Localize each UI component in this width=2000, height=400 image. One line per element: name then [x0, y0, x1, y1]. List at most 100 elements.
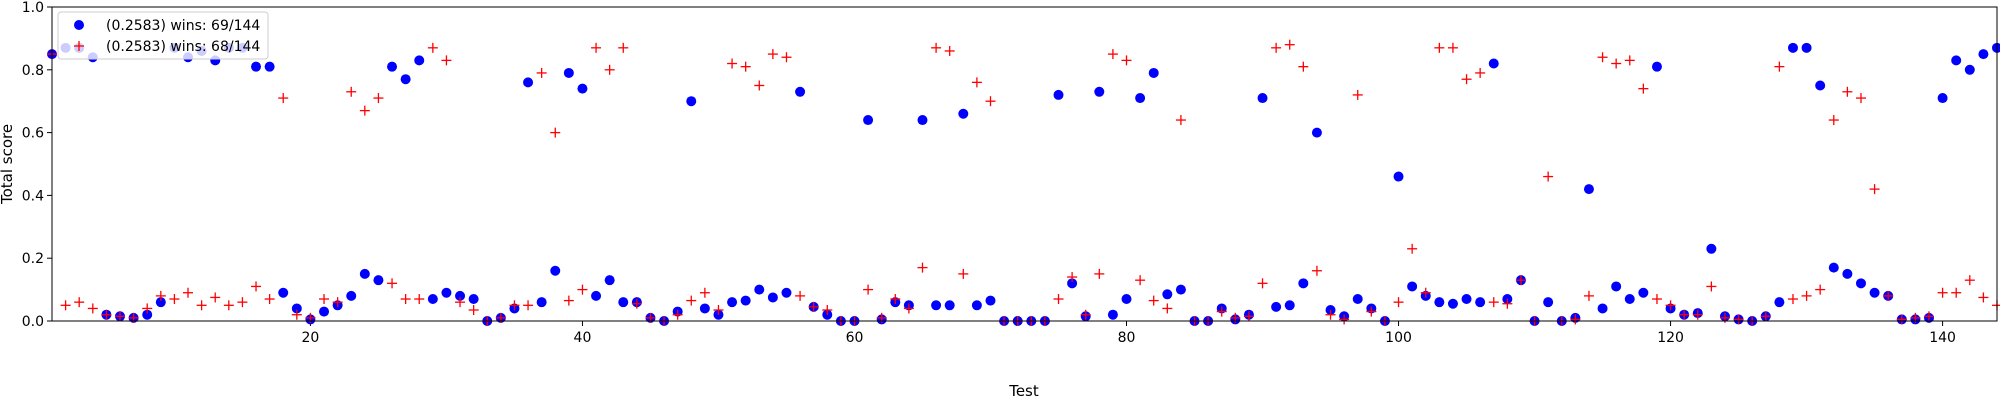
series-1-point — [944, 300, 955, 311]
series-2-point — [1162, 303, 1173, 314]
series-1-point — [1597, 303, 1608, 314]
series-2-point — [359, 105, 370, 116]
legend-label-series-2: (0.2583) wins: 68/144 — [106, 39, 260, 55]
series-2-point — [155, 290, 166, 301]
series-1-point — [1978, 49, 1989, 60]
series-2-point — [781, 52, 792, 63]
series-2-point — [863, 284, 874, 295]
series-2-point — [523, 300, 534, 311]
series-1-point — [1787, 42, 1798, 53]
series-2-point — [1624, 55, 1635, 66]
x-tick-label: 120 — [1657, 330, 1684, 346]
series-1-point — [1651, 61, 1662, 72]
series-2-point — [1339, 314, 1350, 325]
series-2-point — [1692, 309, 1703, 320]
legend-label-series-1: (0.2583) wins: 69/144 — [106, 18, 260, 34]
series-1-point — [1774, 297, 1785, 308]
series-2-point — [1488, 297, 1499, 308]
series-2-point — [1855, 93, 1866, 104]
series-1-point — [550, 265, 561, 276]
series-2-point — [699, 287, 710, 298]
series-2-point — [1923, 311, 1934, 322]
series-1-point — [1951, 55, 1962, 66]
series-1-point — [1148, 67, 1159, 78]
series-1-point — [1407, 281, 1418, 292]
series-2-point — [1583, 290, 1594, 301]
series-1-point — [1828, 262, 1839, 273]
series-2-point — [60, 300, 71, 311]
series-2-point — [1175, 115, 1186, 126]
legend-marker-series-2 — [74, 41, 84, 51]
series-1-point — [1842, 268, 1853, 279]
series-1-point — [427, 294, 438, 305]
series-2-point — [686, 295, 697, 306]
series-2-point — [1679, 309, 1690, 320]
y-tick-label: 0.0 — [22, 314, 44, 330]
series-2-point — [577, 284, 588, 295]
series-1-point — [1298, 278, 1309, 289]
series-2-point — [1951, 287, 1962, 298]
series-1-point — [1284, 300, 1295, 311]
series-2-point — [1243, 311, 1254, 322]
series-2-point — [101, 309, 112, 320]
series-2-point — [1135, 275, 1146, 286]
series-1-point — [523, 77, 534, 88]
series-2-point — [672, 309, 683, 320]
series-1-point — [1869, 287, 1880, 298]
series-2-point — [196, 300, 207, 311]
series-2-point — [563, 295, 574, 306]
series-2-point — [1597, 52, 1608, 63]
series-2-point — [1733, 314, 1744, 325]
series-1-point — [1121, 294, 1132, 305]
series-2-point — [1447, 42, 1458, 53]
series-2-point — [319, 294, 330, 305]
series-2-point — [1325, 309, 1336, 320]
series-1-point — [1352, 294, 1363, 305]
series-1-point — [1475, 297, 1486, 308]
series-1-point — [251, 61, 262, 72]
y-tick-label: 0.2 — [22, 251, 44, 267]
series-2-point — [1883, 290, 1894, 301]
legend-box — [57, 11, 269, 60]
series-2-point — [917, 262, 928, 273]
series-2-point — [591, 42, 602, 53]
series-1-point — [931, 300, 942, 311]
series-2-point — [169, 294, 180, 305]
series-1-point — [1094, 86, 1105, 97]
y-tick-label: 0.6 — [22, 126, 44, 142]
series-1-point — [1461, 294, 1472, 305]
series-1-point — [291, 303, 302, 314]
series-2-point — [346, 86, 357, 97]
x-axis-label: Test — [1008, 382, 1039, 400]
series-1-point — [1937, 93, 1948, 104]
series-2-point — [441, 55, 452, 66]
series-2-point — [400, 294, 411, 305]
y-axis-label: Total score — [0, 124, 16, 205]
series-1-point — [591, 290, 602, 301]
series-1-point — [1488, 58, 1499, 69]
series-1-point — [455, 290, 466, 301]
series-2-point — [754, 80, 765, 91]
series-1-point — [1271, 301, 1282, 312]
series-1-point — [155, 297, 166, 308]
series-2-point — [971, 77, 982, 88]
series-1-point — [754, 284, 765, 295]
x-tick-label: 140 — [1929, 330, 1956, 346]
series-2-point — [1053, 294, 1064, 305]
series-2-point — [903, 303, 914, 314]
series-2-point — [291, 309, 302, 320]
series-1-point — [373, 275, 384, 286]
x-tick-label: 20 — [302, 330, 320, 346]
series-2-point — [332, 297, 343, 308]
series-2-point — [278, 93, 289, 104]
series-2-point — [264, 294, 275, 305]
series-2-point — [1067, 272, 1078, 283]
plot-background — [52, 7, 1997, 321]
series-1-point — [1624, 294, 1635, 305]
series-2-point — [1937, 287, 1948, 298]
series-1-point — [604, 275, 615, 286]
series-1-point — [577, 83, 588, 94]
series-2-point — [1298, 61, 1309, 72]
series-2-point — [1543, 171, 1554, 182]
series-1-point — [727, 297, 738, 308]
